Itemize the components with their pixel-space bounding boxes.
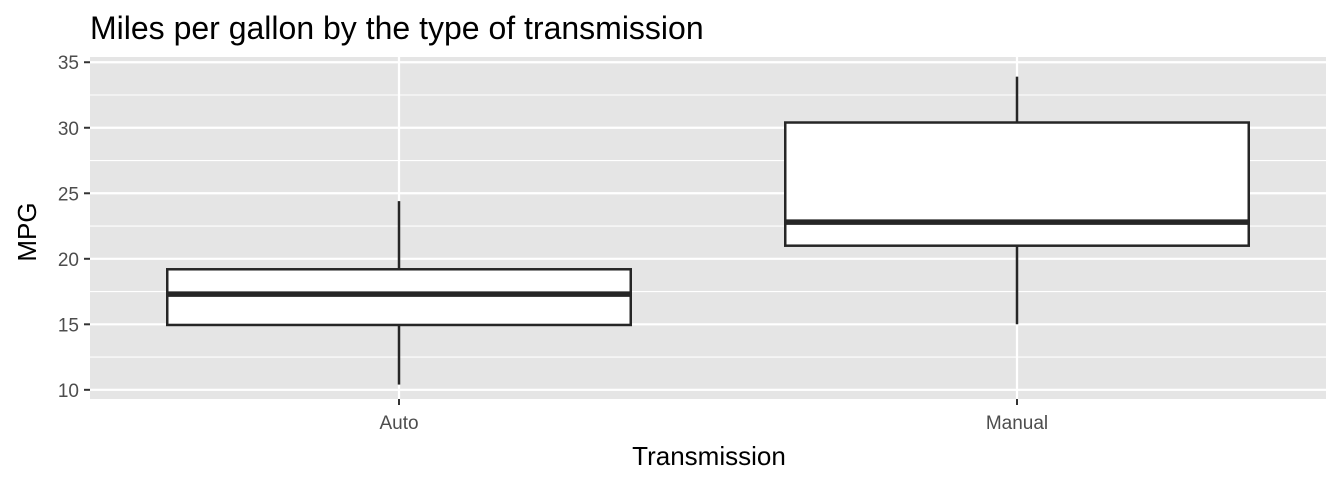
y-tick-label: 10 [58,381,79,402]
y-axis: 10 15 20 25 30 35 [58,53,90,402]
box-auto [166,201,632,385]
box-manual [784,76,1250,325]
y-tick-label: 15 [58,315,79,336]
x-axis-title: Transmission [632,441,786,471]
chart-title: Miles per gallon by the type of transmis… [90,10,704,46]
y-tick-label: 20 [58,250,79,271]
y-tick-label: 30 [58,119,79,140]
iqr-box [166,268,632,327]
y-tick-label: 25 [58,184,79,205]
y-axis-title: MPG [12,202,42,261]
iqr-box [784,121,1250,247]
x-axis: Auto Manual [379,399,1048,434]
y-tick-label: 35 [58,53,79,74]
x-tick-label: Auto [379,413,418,434]
boxes [166,76,1250,385]
x-tick-label: Manual [986,413,1048,434]
